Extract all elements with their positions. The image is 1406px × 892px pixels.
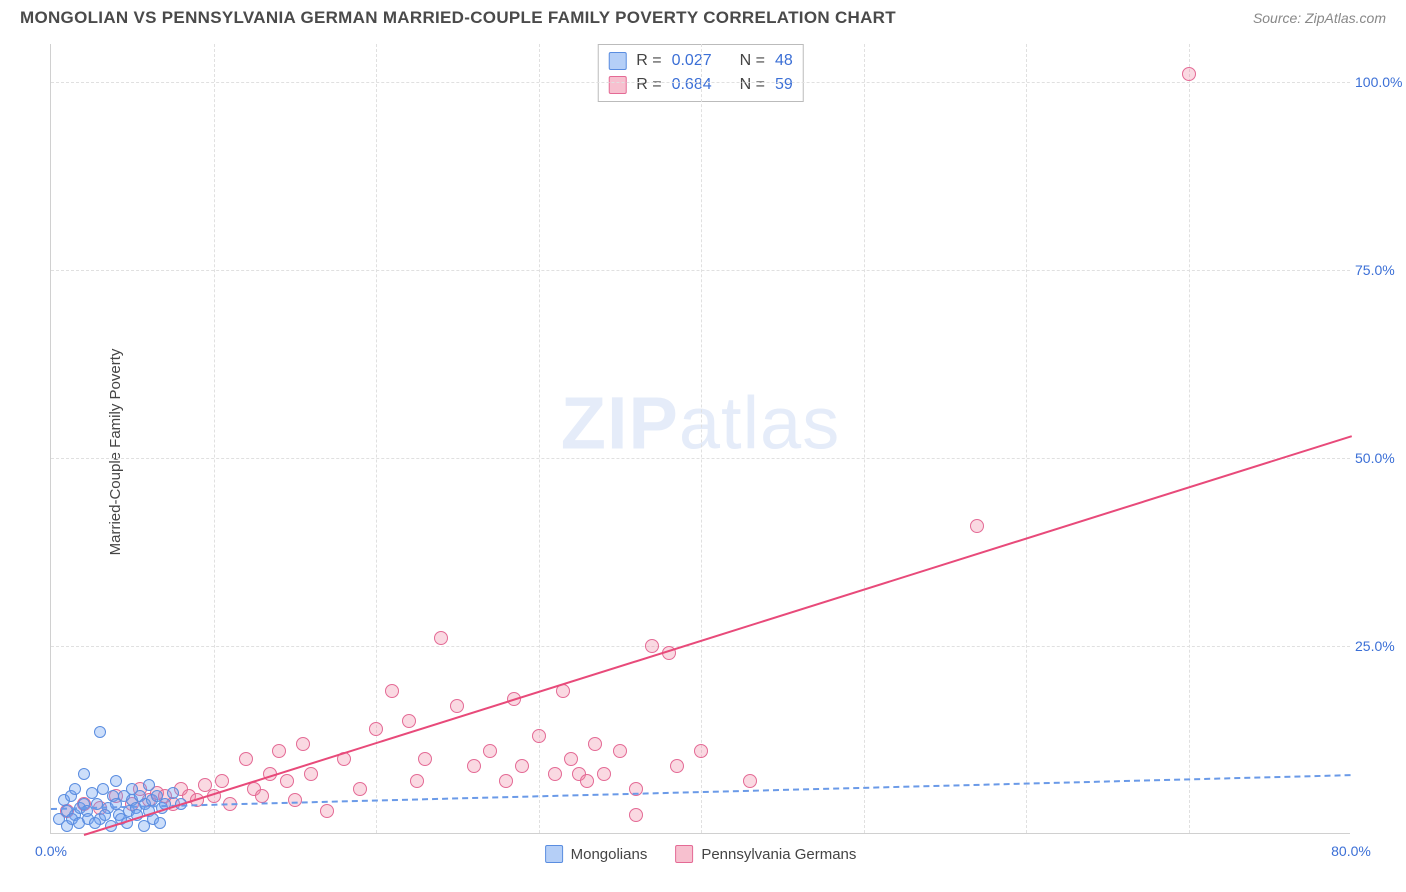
stats-r-label: R = (636, 49, 661, 73)
scatter-point-pink (385, 684, 399, 698)
scatter-point-pink (532, 729, 546, 743)
scatter-point-pink (239, 752, 253, 766)
legend-item: Pennsylvania Germans (675, 845, 856, 863)
plot-area: ZIPatlas R =0.027N =48R =0.684N =59 Mong… (50, 44, 1350, 834)
scatter-point-pink (548, 767, 562, 781)
scatter-point-pink (288, 793, 302, 807)
legend-label: Mongolians (571, 846, 648, 863)
stats-n-label: N = (740, 73, 765, 97)
scatter-point-pink (353, 782, 367, 796)
gridline-vertical (864, 44, 865, 833)
scatter-point-pink (564, 752, 578, 766)
scatter-point-blue (94, 726, 106, 738)
scatter-point-pink (499, 774, 513, 788)
legend-swatch-blue (545, 845, 563, 863)
stats-r-value: 0.027 (672, 49, 712, 73)
y-tick-label: 100.0% (1355, 74, 1406, 90)
scatter-point-pink (467, 759, 481, 773)
stats-n-value: 48 (775, 49, 793, 73)
scatter-point-pink (597, 767, 611, 781)
scatter-point-pink (280, 774, 294, 788)
scatter-point-pink (320, 804, 334, 818)
scatter-point-blue (154, 817, 166, 829)
scatter-point-pink (694, 744, 708, 758)
stats-swatch-pink (608, 76, 626, 94)
scatter-point-pink (272, 744, 286, 758)
scatter-point-pink (369, 722, 383, 736)
scatter-point-blue (86, 787, 98, 799)
scatter-point-pink (588, 737, 602, 751)
gridline-vertical (1189, 44, 1190, 833)
watermark-light: atlas (679, 381, 840, 464)
chart-header: MONGOLIAN VS PENNSYLVANIA GERMAN MARRIED… (0, 0, 1406, 32)
stats-r-value: 0.684 (672, 73, 712, 97)
watermark-bold: ZIP (561, 381, 679, 464)
scatter-point-pink (255, 789, 269, 803)
scatter-point-pink (743, 774, 757, 788)
legend-swatch-pink (675, 845, 693, 863)
stats-swatch-blue (608, 52, 626, 70)
source-link[interactable]: ZipAtlas.com (1305, 10, 1386, 26)
scatter-point-pink (434, 631, 448, 645)
scatter-point-pink (645, 639, 659, 653)
trend-line-pink (83, 435, 1351, 836)
scatter-point-blue (99, 809, 111, 821)
scatter-point-pink (418, 752, 432, 766)
y-tick-label: 50.0% (1355, 450, 1406, 466)
gridline-vertical (376, 44, 377, 833)
scatter-point-blue (143, 779, 155, 791)
scatter-point-pink (580, 774, 594, 788)
stats-n-value: 59 (775, 73, 793, 97)
scatter-point-blue (69, 783, 81, 795)
scatter-point-blue (78, 768, 90, 780)
stats-n-label: N = (740, 49, 765, 73)
scatter-point-pink (304, 767, 318, 781)
legend-item: Mongolians (545, 845, 648, 863)
scatter-point-pink (970, 519, 984, 533)
scatter-point-blue (167, 787, 179, 799)
scatter-point-pink (483, 744, 497, 758)
scatter-point-pink (515, 759, 529, 773)
chart-container: Married-Couple Family Poverty ZIPatlas R… (0, 32, 1406, 872)
y-tick-label: 75.0% (1355, 262, 1406, 278)
scatter-point-pink (613, 744, 627, 758)
gridline-vertical (1026, 44, 1027, 833)
x-tick-label: 0.0% (35, 843, 67, 859)
scatter-point-pink (1182, 67, 1196, 81)
series-legend: Mongolians Pennsylvania Germans (545, 845, 857, 863)
scatter-point-pink (450, 699, 464, 713)
scatter-point-blue (110, 775, 122, 787)
scatter-point-pink (410, 774, 424, 788)
gridline-vertical (214, 44, 215, 833)
scatter-point-pink (629, 808, 643, 822)
chart-title: MONGOLIAN VS PENNSYLVANIA GERMAN MARRIED… (20, 8, 896, 28)
scatter-point-pink (215, 774, 229, 788)
scatter-point-pink (402, 714, 416, 728)
stats-r-label: R = (636, 73, 661, 97)
legend-label: Pennsylvania Germans (701, 846, 856, 863)
scatter-point-pink (670, 759, 684, 773)
y-tick-label: 25.0% (1355, 638, 1406, 654)
scatter-point-pink (296, 737, 310, 751)
source-attribution: Source: ZipAtlas.com (1253, 10, 1386, 26)
gridline-vertical (701, 44, 702, 833)
gridline-vertical (539, 44, 540, 833)
source-label: Source: (1253, 10, 1301, 26)
x-tick-label: 80.0% (1331, 843, 1371, 859)
